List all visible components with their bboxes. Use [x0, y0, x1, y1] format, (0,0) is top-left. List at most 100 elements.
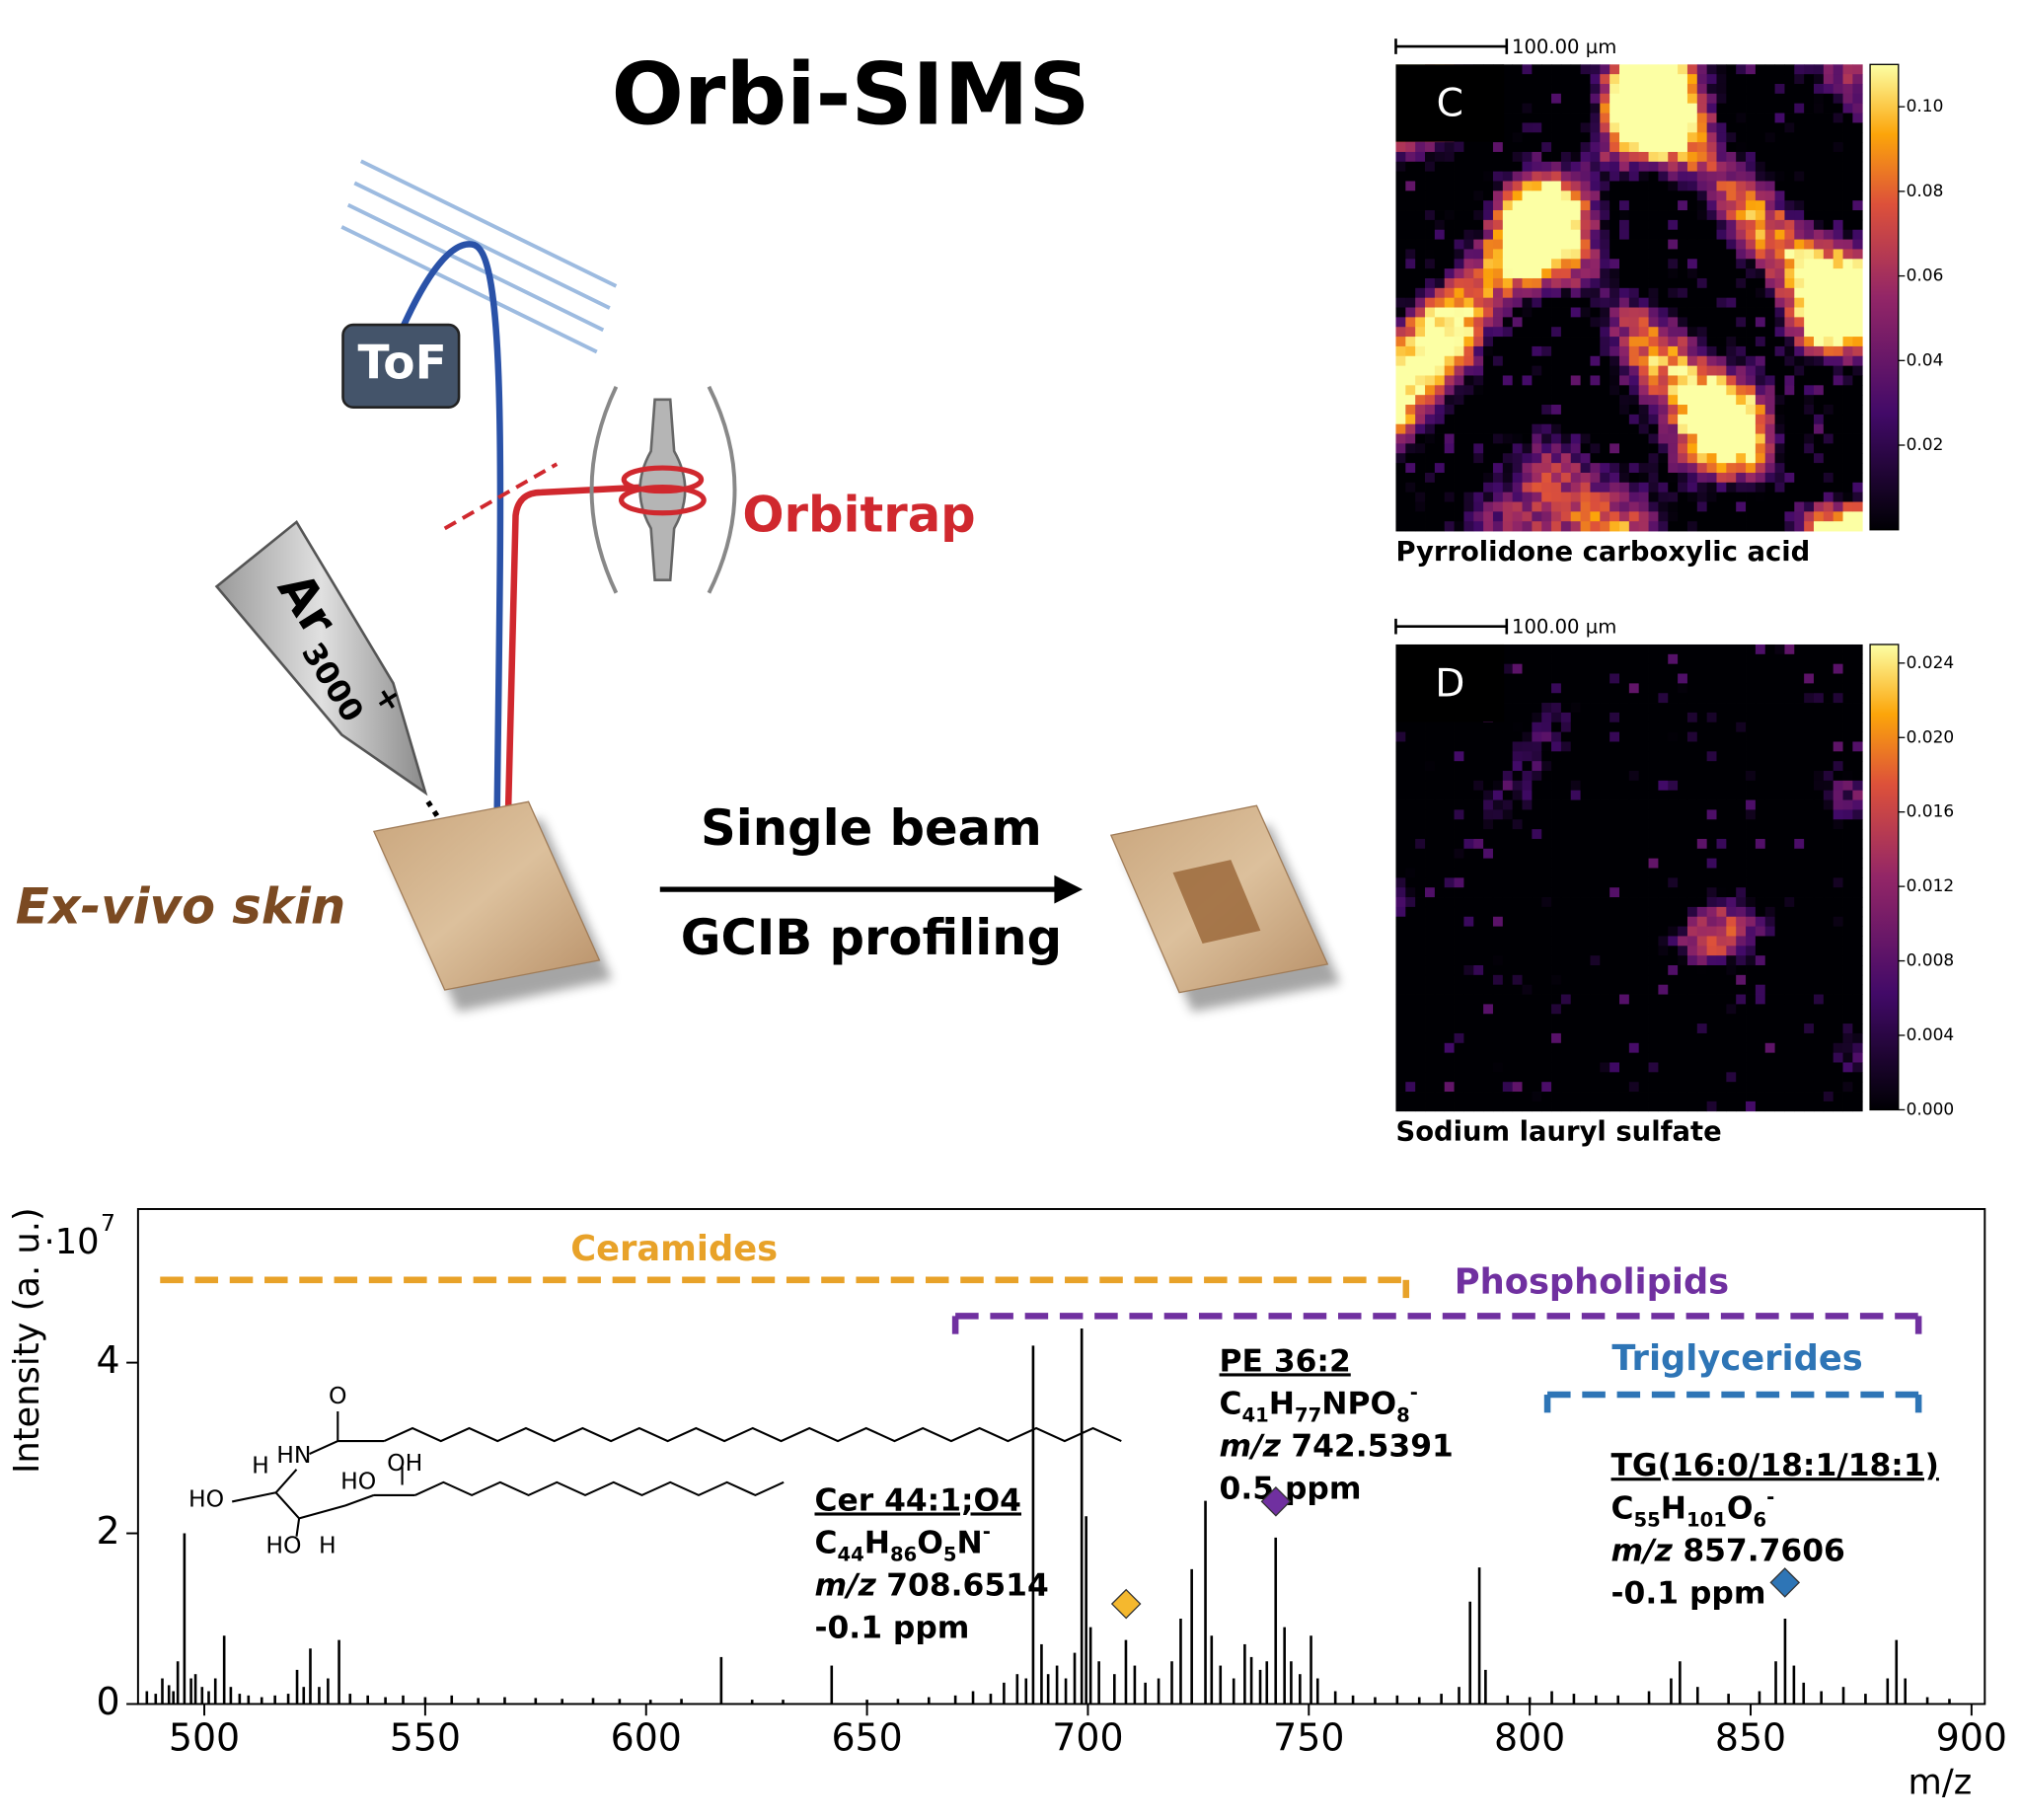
image-pixel	[1716, 395, 1727, 406]
image-pixel	[1463, 414, 1474, 425]
image-pixel	[1502, 946, 1514, 956]
image-pixel	[1541, 1092, 1552, 1102]
image-pixel	[1726, 721, 1737, 733]
image-pixel	[1678, 741, 1688, 752]
image-pixel	[1590, 395, 1601, 406]
image-pixel	[1532, 799, 1542, 810]
image-pixel	[1784, 721, 1795, 733]
image-pixel	[1852, 926, 1863, 937]
image-pixel	[1833, 703, 1843, 714]
image-pixel	[1764, 259, 1775, 269]
image-pixel	[1706, 103, 1717, 114]
image-pixel	[1541, 897, 1552, 908]
image-pixel	[1619, 906, 1630, 918]
x-tick-label: 500	[169, 1716, 240, 1760]
image-pixel	[1454, 946, 1464, 956]
image-pixel	[1395, 395, 1406, 406]
image-pixel	[1502, 511, 1514, 522]
image-pixel	[1580, 751, 1591, 762]
image-pixel	[1678, 663, 1688, 674]
image-pixel	[1473, 405, 1484, 416]
image-pixel	[1492, 887, 1504, 898]
image-pixel	[1774, 790, 1785, 800]
image-pixel	[1678, 74, 1688, 85]
image-pixel	[1628, 780, 1640, 792]
image-pixel	[1600, 964, 1610, 976]
image-pixel	[1415, 277, 1426, 289]
image-pixel	[1532, 423, 1542, 434]
image-pixel	[1425, 858, 1436, 869]
image-pixel	[1678, 142, 1688, 153]
image-pixel	[1425, 521, 1436, 532]
image-pixel	[1415, 731, 1426, 742]
image-pixel	[1804, 307, 1815, 318]
image-pixel	[1551, 83, 1562, 95]
image-pixel	[1774, 819, 1785, 830]
image-pixel	[1609, 190, 1620, 201]
image-pixel	[1492, 405, 1504, 416]
image-pixel	[1463, 731, 1474, 742]
image-pixel	[1794, 190, 1805, 201]
image-pixel	[1686, 887, 1698, 898]
image-pixel	[1696, 809, 1708, 820]
image-pixel	[1726, 1004, 1737, 1015]
image-pixel	[1609, 317, 1620, 328]
image-pixel	[1648, 249, 1659, 260]
image-pixel	[1502, 916, 1514, 927]
image-pixel	[1726, 151, 1737, 163]
image-pixel	[1755, 463, 1766, 474]
image-pixel	[1726, 838, 1737, 850]
image-pixel	[1852, 93, 1863, 105]
image-pixel	[1590, 809, 1601, 820]
image-pixel	[1570, 181, 1582, 191]
image-pixel	[1560, 103, 1572, 114]
image-pixel	[1560, 327, 1572, 338]
image-pixel	[1696, 1092, 1708, 1102]
image-pixel	[1522, 1024, 1533, 1034]
image-pixel	[1696, 405, 1708, 416]
image-pixel	[1706, 653, 1717, 665]
image-pixel	[1794, 181, 1805, 191]
image-pixel	[1560, 171, 1572, 182]
image-pixel	[1590, 712, 1601, 723]
image-pixel	[1551, 1004, 1562, 1015]
image-pixel	[1794, 761, 1805, 772]
image-pixel	[1746, 482, 1757, 493]
image-pixel	[1580, 395, 1591, 406]
image-pixel	[1522, 171, 1533, 182]
image-pixel	[1590, 190, 1601, 201]
image-pixel	[1696, 151, 1708, 163]
image-pixel	[1804, 161, 1815, 173]
image-pixel	[1425, 190, 1436, 201]
image-pixel	[1532, 103, 1542, 114]
image-pixel	[1706, 453, 1717, 464]
image-pixel	[1532, 337, 1542, 347]
image-pixel	[1842, 423, 1853, 434]
image-pixel	[1609, 365, 1620, 376]
image-pixel	[1668, 443, 1679, 454]
image-pixel	[1784, 181, 1795, 191]
image-pixel	[1570, 277, 1582, 289]
image-pixel	[1813, 103, 1825, 114]
image-pixel	[1522, 482, 1533, 493]
image-pixel	[1755, 761, 1766, 772]
image-pixel	[1746, 327, 1757, 338]
image-pixel	[1686, 297, 1698, 308]
image-pixel	[1746, 771, 1757, 782]
colorbar	[1869, 644, 1900, 1111]
image-pixel	[1852, 345, 1863, 357]
image-pixel	[1522, 122, 1533, 133]
image-pixel	[1502, 877, 1514, 888]
image-pixel	[1706, 683, 1717, 694]
image-pixel	[1813, 809, 1825, 820]
image-pixel	[1833, 337, 1843, 347]
image-pixel	[1395, 161, 1406, 173]
image-pixel	[1483, 355, 1494, 367]
image-pixel	[1560, 964, 1572, 976]
image-pixel	[1696, 848, 1708, 860]
image-pixel	[1804, 1004, 1815, 1015]
image-pixel	[1425, 219, 1436, 231]
image-pixel	[1794, 122, 1805, 133]
image-pixel	[1580, 858, 1591, 869]
image-pixel	[1755, 683, 1766, 694]
